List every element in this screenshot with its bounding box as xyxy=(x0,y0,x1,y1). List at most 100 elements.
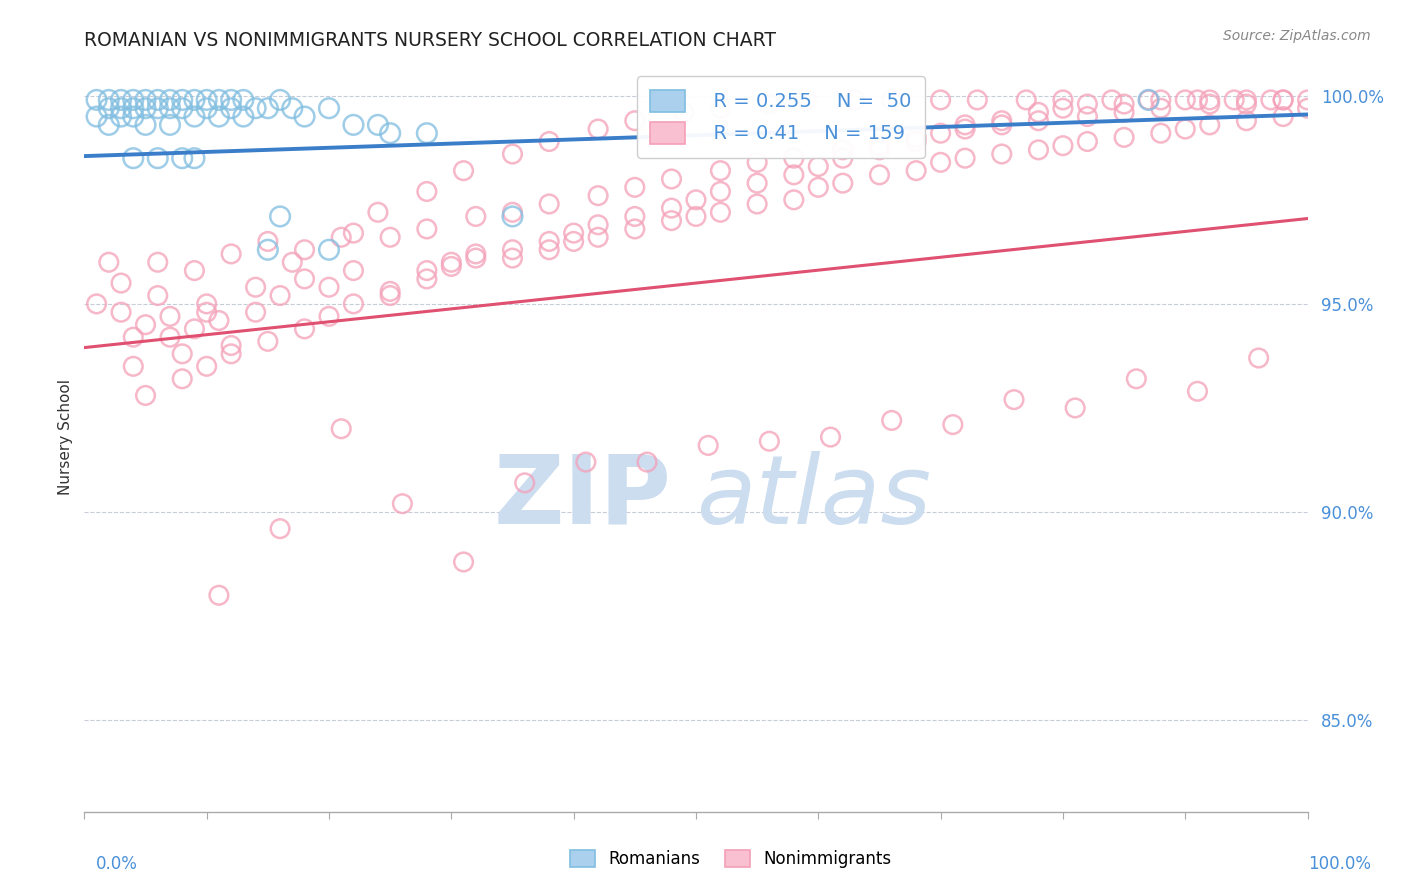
Point xyxy=(110,276,132,290)
Point xyxy=(538,235,561,249)
Point xyxy=(294,243,316,257)
Point xyxy=(880,413,903,427)
Point xyxy=(562,235,585,249)
Point xyxy=(122,101,145,115)
Point xyxy=(281,255,304,269)
Point xyxy=(122,359,145,374)
Point xyxy=(1150,93,1173,107)
Point xyxy=(183,322,205,336)
Point xyxy=(416,272,439,286)
Point xyxy=(342,263,364,277)
Point xyxy=(538,135,561,149)
Point xyxy=(709,101,731,115)
Point xyxy=(794,93,817,107)
Point xyxy=(1002,392,1025,407)
Point xyxy=(416,263,439,277)
Point xyxy=(953,151,976,165)
Point xyxy=(1076,97,1098,112)
Point xyxy=(697,438,720,452)
Point xyxy=(208,93,231,107)
Point xyxy=(636,455,658,469)
Point xyxy=(1052,101,1074,115)
Point xyxy=(991,118,1014,132)
Point xyxy=(146,93,169,107)
Point xyxy=(367,118,389,132)
Point xyxy=(1150,101,1173,115)
Point xyxy=(624,210,647,224)
Point xyxy=(183,151,205,165)
Point xyxy=(661,201,683,215)
Point xyxy=(709,185,731,199)
Point xyxy=(1296,101,1319,115)
Point xyxy=(586,230,609,244)
Point xyxy=(513,475,536,490)
Point xyxy=(709,163,731,178)
Point xyxy=(1296,93,1319,107)
Point xyxy=(1064,401,1087,415)
Point xyxy=(991,113,1014,128)
Legend:   R = 0.255    N =  50,   R = 0.41    N = 159: R = 0.255 N = 50, R = 0.41 N = 159 xyxy=(637,76,925,158)
Point xyxy=(783,193,806,207)
Point xyxy=(905,135,928,149)
Point xyxy=(269,522,291,536)
Point xyxy=(869,168,891,182)
Point xyxy=(575,455,598,469)
Point xyxy=(453,163,475,178)
Point xyxy=(1028,143,1050,157)
Point xyxy=(135,388,157,402)
Point xyxy=(135,118,157,132)
Point xyxy=(1052,138,1074,153)
Point xyxy=(232,93,254,107)
Point xyxy=(1137,93,1160,107)
Text: 0.0%: 0.0% xyxy=(96,855,138,872)
Point xyxy=(747,176,769,190)
Point xyxy=(208,110,231,124)
Point xyxy=(172,101,194,115)
Point xyxy=(195,93,218,107)
Point xyxy=(416,222,439,236)
Point xyxy=(831,176,853,190)
Point xyxy=(318,101,340,115)
Point xyxy=(146,255,169,269)
Point xyxy=(1260,93,1282,107)
Point xyxy=(245,305,267,319)
Point xyxy=(195,359,218,374)
Point xyxy=(661,213,683,227)
Point xyxy=(416,185,439,199)
Point xyxy=(624,113,647,128)
Point xyxy=(453,555,475,569)
Point xyxy=(869,143,891,157)
Point xyxy=(820,430,842,444)
Point xyxy=(672,105,695,120)
Point xyxy=(330,230,353,244)
Point xyxy=(110,110,132,124)
Point xyxy=(208,588,231,602)
Point xyxy=(966,93,988,107)
Point xyxy=(685,210,707,224)
Legend: Romanians, Nonimmigrants: Romanians, Nonimmigrants xyxy=(564,843,898,875)
Point xyxy=(440,255,463,269)
Point xyxy=(294,272,316,286)
Point xyxy=(219,347,242,361)
Point xyxy=(929,93,952,107)
Point xyxy=(942,417,965,432)
Text: 100.0%: 100.0% xyxy=(1308,855,1371,872)
Point xyxy=(1052,93,1074,107)
Point xyxy=(747,155,769,169)
Point xyxy=(1187,384,1209,399)
Point xyxy=(1198,93,1220,107)
Text: ROMANIAN VS NONIMMIGRANTS NURSERY SCHOOL CORRELATION CHART: ROMANIAN VS NONIMMIGRANTS NURSERY SCHOOL… xyxy=(84,30,776,50)
Point xyxy=(232,110,254,124)
Point xyxy=(1223,93,1246,107)
Point xyxy=(269,210,291,224)
Point xyxy=(135,318,157,332)
Point xyxy=(208,313,231,327)
Point xyxy=(929,155,952,169)
Point xyxy=(330,422,353,436)
Point xyxy=(110,101,132,115)
Point xyxy=(172,347,194,361)
Point xyxy=(1114,130,1136,145)
Point xyxy=(1125,372,1147,386)
Point xyxy=(869,138,891,153)
Point xyxy=(1236,93,1258,107)
